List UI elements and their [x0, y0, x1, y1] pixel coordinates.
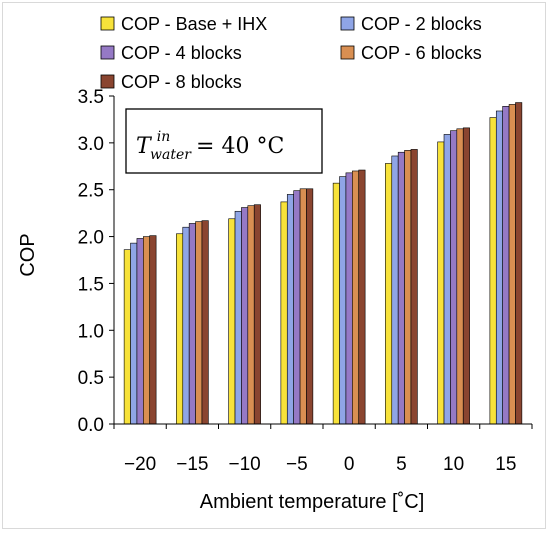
x-tick-label: −20	[124, 454, 156, 475]
annotation-variable: T	[136, 134, 153, 159]
bar	[489, 117, 497, 425]
bar	[253, 204, 261, 425]
y-tick-label: 3.0	[78, 134, 104, 155]
bar	[234, 210, 242, 425]
x-tick-label: 10	[443, 454, 464, 475]
bar	[495, 110, 503, 425]
bar	[332, 182, 340, 425]
legend: COP - Base + IHX COP - 2 blocks COP - 4 bl…	[100, 14, 482, 92]
svg-text:T in water: T in water = 40 °C	[136, 126, 284, 163]
legend-swatch	[340, 16, 355, 31]
bars	[123, 102, 523, 425]
x-tick-label: 15	[495, 454, 516, 475]
bar	[286, 194, 294, 425]
bar	[404, 150, 412, 425]
y-axis-title: COP	[17, 233, 39, 276]
y-tick-label: 0.0	[78, 415, 104, 436]
bar	[228, 218, 236, 425]
bar	[515, 102, 523, 425]
legend-entry: COP - 6 blocks	[361, 43, 482, 63]
bar	[130, 242, 138, 425]
y-tick-label: 2.5	[78, 181, 104, 202]
bar	[182, 226, 190, 425]
annotation-superscript: in	[157, 129, 171, 145]
bar	[293, 190, 301, 425]
bar	[143, 236, 151, 425]
x-tick-label: −15	[176, 454, 208, 475]
x-tick-label: 5	[396, 454, 407, 475]
bar	[188, 223, 196, 425]
y-tick-label: 0.5	[78, 368, 104, 389]
bar	[280, 201, 288, 425]
bar	[397, 151, 405, 425]
x-tick-label: 0	[344, 454, 355, 475]
bar	[299, 188, 307, 425]
bar	[391, 155, 399, 425]
bar	[352, 170, 360, 425]
legend-swatch	[100, 45, 115, 60]
bar	[462, 127, 470, 425]
bar	[195, 221, 203, 425]
bar	[136, 238, 144, 425]
annotation-box: T in water = 40 °C	[125, 108, 323, 174]
bar	[385, 163, 393, 425]
annotation-value: = 40 °C	[196, 134, 284, 159]
bar	[437, 141, 445, 425]
bar	[306, 188, 314, 425]
legend-swatch	[340, 45, 355, 60]
y-tick-label: 2.0	[78, 228, 104, 249]
bar	[345, 172, 353, 425]
legend-swatch	[100, 74, 115, 89]
y-tick-label: 1.0	[78, 321, 104, 342]
legend-entry: COP - 2 blocks	[361, 14, 482, 34]
bar	[502, 106, 510, 425]
bar	[443, 134, 451, 425]
x-tick-label: −5	[286, 454, 308, 475]
bar	[508, 104, 516, 425]
legend-entry: COP - 4 blocks	[121, 43, 242, 63]
bar	[450, 130, 458, 425]
bar	[201, 220, 209, 425]
x-tick-labels: −20 −15 −10 −5 0 5 10 15	[113, 424, 533, 475]
y-tick-label: 1.5	[78, 274, 104, 295]
legend-entry: COP - 8 blocks	[121, 72, 242, 92]
bar	[410, 149, 418, 425]
x-tick-label: −10	[229, 454, 261, 475]
bar	[123, 249, 131, 425]
bar	[247, 205, 255, 425]
bar	[456, 128, 464, 425]
y-tick-labels: 0.0 0.5 1.0 1.5 2.0 2.5 3.0 3.5	[78, 87, 114, 436]
legend-swatch	[100, 16, 115, 31]
bar	[358, 169, 366, 425]
bar	[339, 176, 347, 425]
chart-frame	[2, 2, 546, 529]
bar	[241, 207, 249, 425]
annotation-subscript: water	[150, 147, 192, 163]
legend-entry: COP - Base + IHX	[121, 14, 267, 34]
bar	[176, 233, 184, 425]
y-tick-label: 3.5	[78, 87, 104, 108]
x-axis-title: Ambient temperature [˚C]	[200, 491, 425, 513]
bar	[149, 235, 157, 425]
